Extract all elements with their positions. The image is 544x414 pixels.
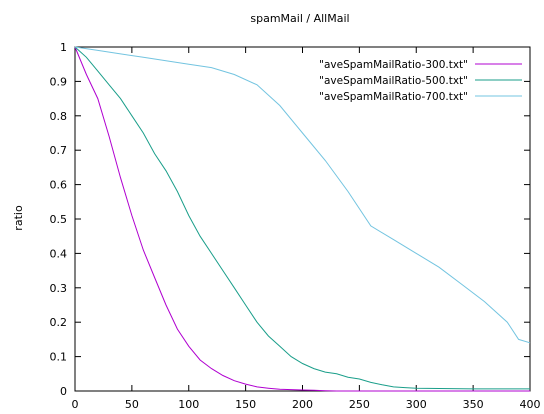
legend-label-3: "aveSpamMailRatio-700.txt" — [319, 91, 468, 103]
x-tick-label: 50 — [125, 398, 139, 411]
x-tick-label: 150 — [235, 398, 256, 411]
x-tick-label: 100 — [178, 398, 199, 411]
series-line-3 — [74, 46, 531, 344]
x-tick-label: 350 — [463, 398, 484, 411]
y-tick-label: 0.4 — [50, 247, 68, 260]
y-tick-label: 0.2 — [50, 316, 68, 329]
y-tick-label: 0.7 — [50, 144, 68, 157]
y-axis-label: ratio — [12, 205, 25, 231]
legend-label-2: "aveSpamMailRatio-500.txt" — [319, 75, 468, 87]
y-tick-label: 0.5 — [50, 213, 68, 226]
chart-title: spamMail / AllMail — [250, 12, 349, 25]
x-tick-label: 300 — [406, 398, 427, 411]
y-tick-label: 0.6 — [50, 179, 68, 192]
series-line-2 — [74, 46, 530, 390]
y-tick-label: 0 — [60, 385, 67, 398]
x-tick-label: 200 — [292, 398, 313, 411]
legend-label-1: "aveSpamMailRatio-300.txt" — [319, 59, 468, 71]
y-tick-label: 0.3 — [50, 282, 68, 295]
y-tick-label: 0.8 — [50, 110, 68, 123]
series-group — [74, 46, 531, 392]
axis-ticks: 0 50 100 150 200 250 300 350 400 0 0.1 0.2 0.3 0.4 0.5… — [50, 41, 541, 411]
x-tick-label: 250 — [349, 398, 370, 411]
x-tick-label: 400 — [520, 398, 541, 411]
y-tick-label: 0.1 — [50, 351, 68, 364]
x-tick-label: 0 — [72, 398, 79, 411]
legend: "aveSpamMailRatio-300.txt" "aveSpamMailRa… — [319, 59, 522, 103]
y-tick-label: 1 — [60, 41, 67, 54]
series-line-1 — [74, 46, 530, 392]
y-tick-label: 0.9 — [50, 75, 68, 88]
